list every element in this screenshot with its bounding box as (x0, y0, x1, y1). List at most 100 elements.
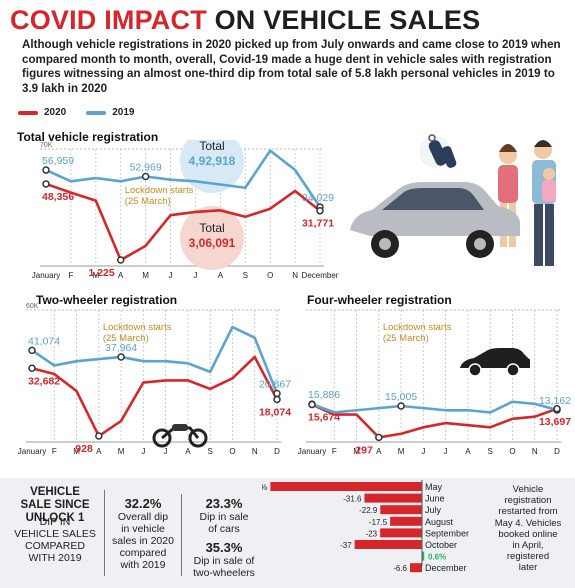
dip-bar-value: -6.6 (393, 564, 407, 573)
x-tick-label: J (164, 447, 168, 456)
dip-bar-category: December (425, 563, 467, 573)
x-tick-label: J (193, 271, 197, 280)
car-family-illustration (350, 134, 556, 266)
point-label-2019: 15,886 (308, 389, 340, 401)
two-wheeler-chart: 60K January F M A M J J A S O N D 41,074 37,964 20,867 3… (18, 303, 291, 456)
x-tick-label: D (554, 447, 560, 456)
cars-dip-text: Dip in sale of cars (186, 511, 262, 535)
series-line-2019 (311, 400, 558, 414)
overall-text-5: with 2019 (120, 559, 166, 571)
x-tick-label: January (298, 447, 326, 456)
total-chart-title: Total vehicle registration (17, 130, 159, 144)
point-marker-2019 (397, 402, 405, 410)
overall-text-4: compared (119, 547, 167, 559)
divider (181, 494, 182, 576)
unlock-sub-line4: WITH 2019 (28, 552, 82, 564)
x-tick-label: A (376, 447, 382, 456)
x-tick-label: O (267, 271, 273, 280)
legend-swatch-2020 (18, 110, 38, 115)
x-tick-label: F (332, 447, 337, 456)
dip-bar-chart: -83.3 in % May -31.6 June -22.9 July -17.5 Augu… (262, 480, 469, 573)
series-line-2020 (311, 403, 558, 439)
point-label-2020: 13,697 (539, 416, 571, 428)
x-tick-label: D (274, 447, 280, 456)
x-tick-label: N (532, 447, 538, 456)
annotation-line1: Lockdown starts (383, 322, 452, 333)
point-marker-2019 (273, 389, 281, 398)
point-marker-2020 (308, 400, 316, 409)
point-label-2020: 297 (355, 444, 373, 456)
unlock-sub-line1: DIP IN (39, 516, 71, 528)
unlock-heading-line3: UNLOCK 1 (25, 512, 85, 524)
total-registration-chart: 70K January F M A M J J A S O N December 56,959 52,969… (32, 140, 339, 280)
two-wheeler-chart-title: Two-wheeler registration (36, 293, 178, 307)
x-tick-label: F (68, 271, 73, 280)
cars-dip-value: 23.3% (205, 496, 243, 511)
x-tick-label: O (509, 447, 515, 456)
point-marker-2020 (42, 180, 50, 188)
title-highlight: COVID IMPACT (10, 5, 207, 35)
x-tick-label: M (73, 447, 80, 456)
dip-bar-category: May (425, 482, 443, 492)
point-label-2020: 32,682 (28, 375, 60, 387)
note-line7: registered (506, 551, 550, 563)
point-marker-2020 (316, 206, 324, 215)
sedan-icon (460, 348, 530, 377)
point-label-2019: 37,964 (105, 342, 137, 354)
x-tick-label: A (218, 271, 224, 280)
dip-bar-value: -17.5 (369, 518, 388, 527)
total-2020-bubble (180, 206, 244, 270)
series-line-2019 (45, 149, 322, 208)
two-wheeler-dip-text: Dip in sale of two-wheelers (186, 555, 262, 579)
x-tick-label: M (142, 271, 149, 280)
unlock-heading-line1: VEHICLE (30, 486, 80, 498)
total-2019-value: 4,92,918 (189, 154, 236, 168)
x-tick-label: December (302, 271, 339, 280)
x-tick-label: January (32, 271, 60, 280)
motorbike-icon (152, 424, 208, 448)
point-label-2020: 18,074 (259, 406, 291, 418)
annotation-line2: (25 March) (125, 196, 171, 207)
point-marker-2020 (95, 432, 103, 440)
note-line2: registration (504, 495, 552, 507)
dip-bar (380, 528, 422, 538)
intro-text: Although vehicle registrations in 2020 p… (22, 38, 561, 95)
title-rest: ON VEHICLE SALES (214, 5, 481, 35)
series-line-2020 (31, 355, 279, 438)
cars-text-2: of cars (208, 523, 240, 535)
y-max-label: 70K (40, 142, 53, 149)
note-line1: Vehicle (512, 484, 544, 495)
dip-bar-category: August (425, 517, 454, 527)
unlock-summary-panel (0, 478, 575, 588)
dip-bar-value: -37 (340, 541, 352, 550)
dip-bar-value: -23 (366, 529, 378, 538)
point-label-2019: 13,162 (539, 395, 571, 407)
point-label-2019: 34,029 (302, 192, 334, 204)
annotation-line2: (25 March) (103, 333, 149, 344)
x-tick-label: M (353, 447, 360, 456)
point-marker-2020 (553, 405, 561, 413)
dip-bar-category: September (425, 528, 469, 538)
point-marker-2020 (116, 256, 125, 264)
unlock-subheading: DIP IN VEHICLE SALES COMPARED WITH 2019 (12, 516, 98, 564)
y-max-label: 60K (26, 303, 39, 310)
point-label-2020: 15,674 (308, 412, 340, 424)
annotation-line2: (25 March) (383, 333, 429, 344)
x-tick-label: January (18, 447, 46, 456)
x-tick-label: J (141, 447, 145, 456)
car-key-icon (419, 134, 457, 168)
overall-text-3: sales in 2020 (112, 535, 174, 547)
point-label-2019: 56,959 (42, 155, 74, 167)
dip-bar (270, 482, 422, 491)
dip-bar (409, 563, 422, 573)
point-label-2019: 15,005 (385, 391, 417, 403)
point-marker-2019 (42, 166, 50, 174)
x-tick-label: A (118, 271, 124, 280)
series-line-2019 (31, 325, 279, 394)
total-2019-label: Total (199, 140, 224, 153)
annotation-line1: Lockdown starts (103, 322, 172, 333)
overall-text-1: Overall dip (117, 511, 169, 523)
point-marker-2019 (117, 353, 125, 361)
dip-bar (354, 540, 422, 549)
x-tick-label: N (252, 447, 258, 456)
